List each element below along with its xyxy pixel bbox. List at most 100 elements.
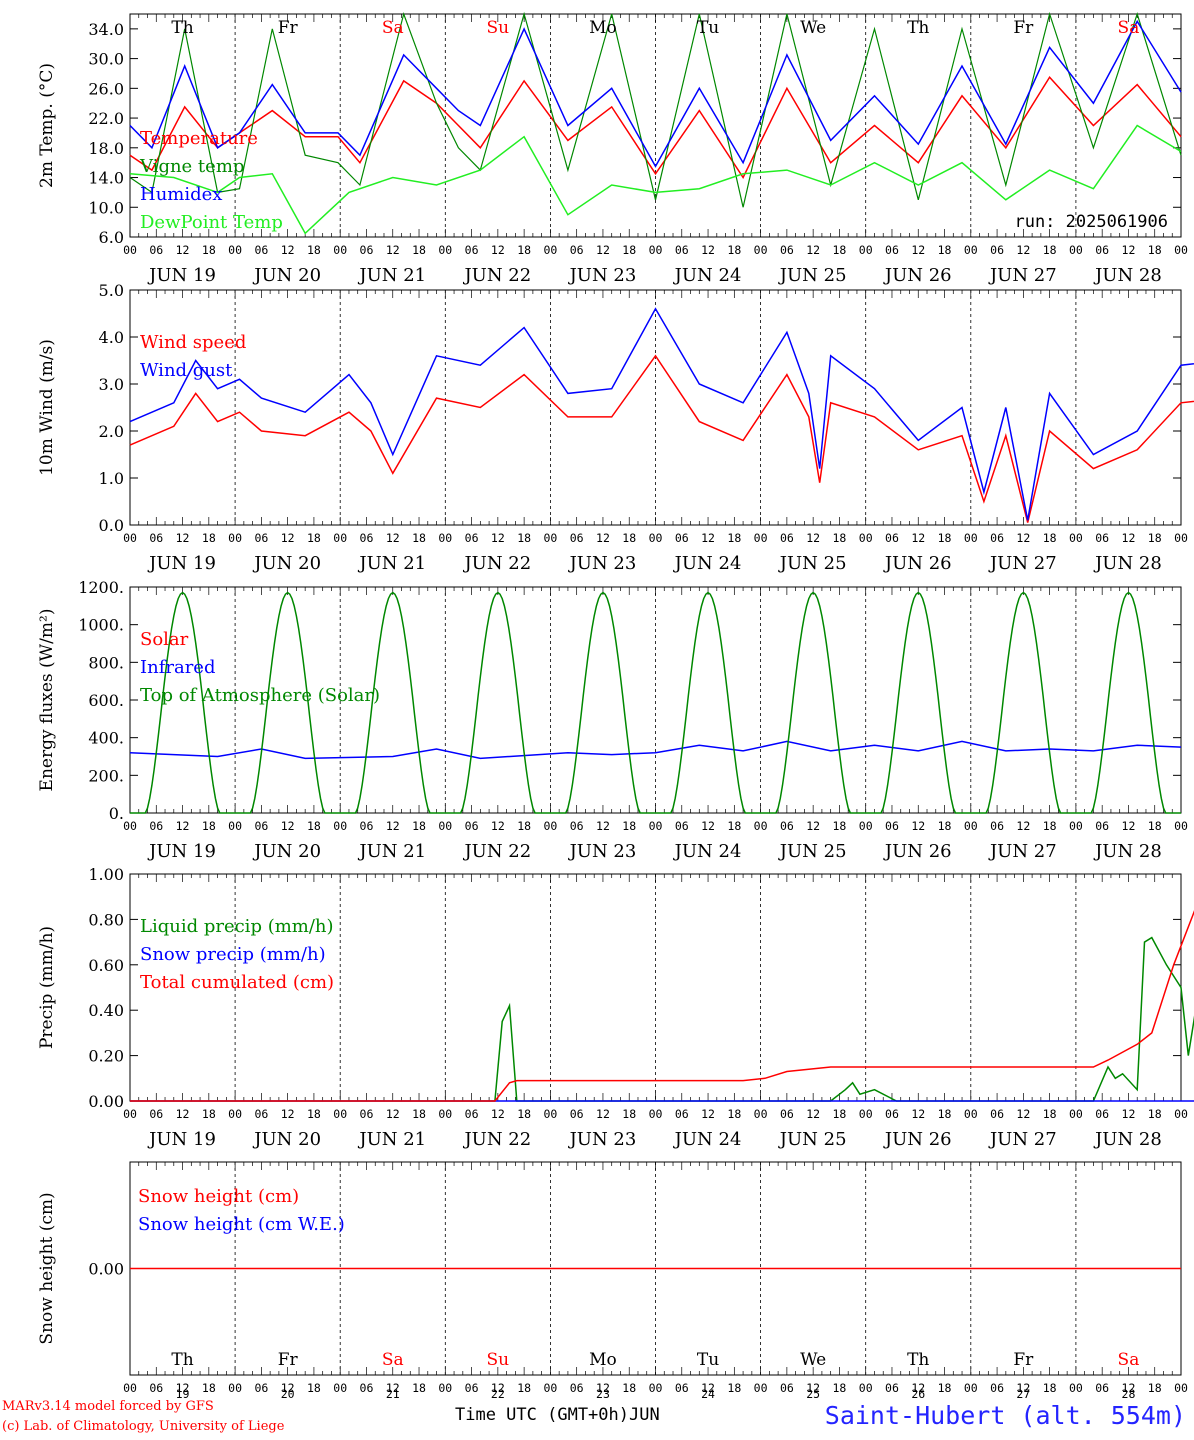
hour-tick-label: 00 <box>333 531 347 545</box>
y-tick-label: 18.0 <box>88 139 124 158</box>
weekday-label: Sa <box>382 18 404 38</box>
hour-tick-label: 12 <box>596 243 610 257</box>
hour-tick-label: 06 <box>675 531 689 545</box>
hour-tick-label: 12 <box>491 1381 505 1395</box>
hour-tick-label: 00 <box>438 1107 452 1121</box>
hour-tick-label: 06 <box>254 819 268 833</box>
hour-tick-label: 00 <box>333 819 347 833</box>
hour-tick-label: 18 <box>727 243 741 257</box>
hour-tick-label: 00 <box>964 819 978 833</box>
y-tick-label: 0.80 <box>88 910 124 929</box>
y-axis-label: Snow height (cm) <box>37 1192 57 1344</box>
date-label: JUN 27 <box>988 1129 1057 1150</box>
hour-tick-label: 12 <box>491 819 505 833</box>
date-label: JUN 19 <box>147 841 216 862</box>
hour-tick-label: 00 <box>543 531 557 545</box>
y-tick-label: 4.0 <box>99 328 124 347</box>
hour-tick-label: 06 <box>780 243 794 257</box>
hour-tick-label: 00 <box>228 819 242 833</box>
hour-tick-label: 06 <box>675 1381 689 1395</box>
hour-tick-label: 06 <box>990 1107 1004 1121</box>
weekday-label: Sa <box>1118 18 1140 38</box>
hour-tick-label: 06 <box>254 1107 268 1121</box>
hour-tick-label: 00 <box>964 243 978 257</box>
date-label: JUN 24 <box>673 553 742 574</box>
hour-tick-label: 18 <box>307 819 321 833</box>
hour-tick-label: 06 <box>675 1107 689 1121</box>
hour-tick-label: 00 <box>438 819 452 833</box>
date-label: JUN 22 <box>462 265 531 286</box>
hour-tick-label: 06 <box>360 531 374 545</box>
hour-tick-label: 18 <box>622 1381 636 1395</box>
hour-tick-label: 18 <box>517 531 531 545</box>
hour-tick-label: 06 <box>990 819 1004 833</box>
date-label: JUN 24 <box>673 1129 742 1150</box>
y-tick-label: 3.0 <box>99 375 124 394</box>
legend-entry: Snow height (cm W.E.) <box>138 1214 345 1235</box>
date-label: JUN 20 <box>252 1129 321 1150</box>
series-line-wind-speed <box>129 354 1194 523</box>
hour-tick-label: 06 <box>990 1381 1004 1395</box>
hour-tick-label: 00 <box>1069 1381 1083 1395</box>
weekday-label-bottom: Mo <box>589 1350 617 1370</box>
hour-tick-label: 12 <box>176 1381 190 1395</box>
hour-tick-label: 00 <box>1069 243 1083 257</box>
hour-tick-label: 12 <box>596 819 610 833</box>
hour-tick-label: 18 <box>727 1107 741 1121</box>
hour-tick-label: 06 <box>780 819 794 833</box>
hour-tick-label: 18 <box>622 243 636 257</box>
hour-tick-label: 00 <box>543 243 557 257</box>
hour-tick-label: 12 <box>911 819 925 833</box>
hour-tick-label: 18 <box>832 819 846 833</box>
legend-entry: Wind gust <box>140 360 233 381</box>
panel-3 <box>129 586 1182 814</box>
hour-tick-label: 12 <box>806 243 820 257</box>
day-number-label: 23 <box>596 1387 610 1401</box>
hour-tick-label: 18 <box>517 243 531 257</box>
weekday-label-bottom: Sa <box>1118 1350 1140 1370</box>
weekday-label-bottom: Fr <box>278 1350 299 1370</box>
weekday-label: We <box>800 18 826 38</box>
weekday-label-bottom: Tu <box>697 1350 719 1370</box>
weekday-label-bottom: Th <box>907 1350 929 1370</box>
day-number-label: 24 <box>701 1387 715 1401</box>
hour-tick-label: 12 <box>176 1107 190 1121</box>
hour-tick-label: 12 <box>281 531 295 545</box>
hour-tick-label: 06 <box>885 243 899 257</box>
y-tick-label: 1200. <box>78 578 124 597</box>
date-label: JUN 26 <box>883 1129 952 1150</box>
date-label: JUN 26 <box>883 553 952 574</box>
hour-tick-label: 18 <box>1148 1107 1162 1121</box>
hour-tick-label: 06 <box>570 531 584 545</box>
hour-tick-label: 00 <box>1174 1381 1188 1395</box>
series-line-vigne-temp <box>129 11 1182 208</box>
hour-tick-label: 12 <box>701 243 715 257</box>
hour-tick-label: 12 <box>1122 1107 1136 1121</box>
hour-tick-label: 18 <box>938 243 952 257</box>
hour-tick-label: 12 <box>911 531 925 545</box>
y-tick-label: 5.0 <box>99 281 124 300</box>
hour-tick-label: 00 <box>333 1107 347 1121</box>
hour-tick-label: 06 <box>885 1381 899 1395</box>
credit-line-1: MARv3.14 model forced by GFS <box>2 1399 214 1414</box>
day-number-label: 27 <box>1016 1387 1030 1401</box>
date-label: JUN 25 <box>778 841 847 862</box>
weekday-label: Su <box>487 18 510 38</box>
date-label: JUN 21 <box>357 841 426 862</box>
date-label: JUN 24 <box>673 265 742 286</box>
hour-tick-label: 18 <box>202 819 216 833</box>
hour-tick-label: 18 <box>202 531 216 545</box>
date-label: JUN 19 <box>147 553 216 574</box>
hour-tick-label: 18 <box>938 819 952 833</box>
weekday-label-bottom: Th <box>171 1350 193 1370</box>
y-axis-label: 2m Temp. (°C) <box>37 63 57 188</box>
hour-tick-label: 12 <box>386 819 400 833</box>
hour-tick-label: 12 <box>176 819 190 833</box>
hour-tick-label: 06 <box>149 243 163 257</box>
date-label: JUN 28 <box>1093 1129 1162 1150</box>
hour-tick-label: 06 <box>465 1381 479 1395</box>
date-label: JUN 22 <box>462 553 531 574</box>
hour-tick-label: 18 <box>202 1107 216 1121</box>
hour-tick-label: 06 <box>675 819 689 833</box>
y-tick-label: 14.0 <box>88 169 124 188</box>
